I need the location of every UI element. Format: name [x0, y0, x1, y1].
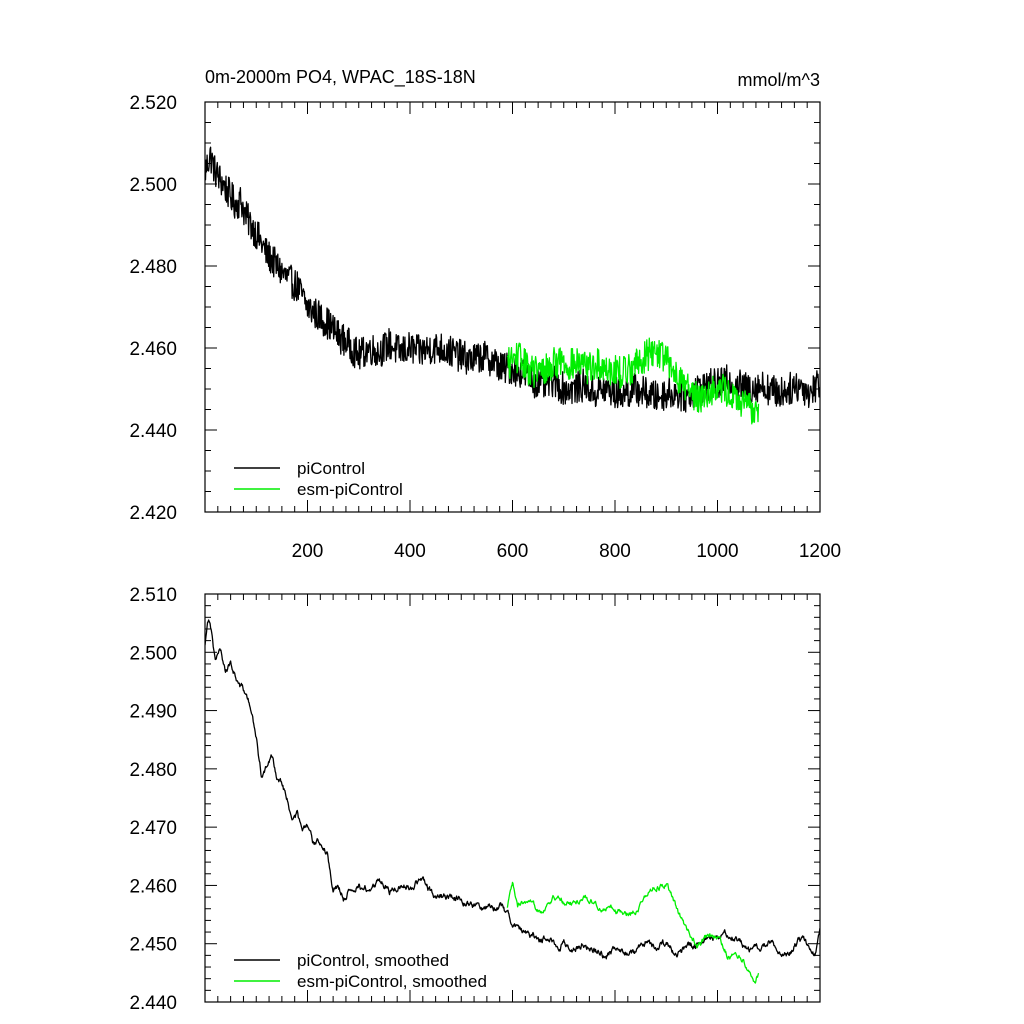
y-tick-label: 2.500 [129, 643, 177, 664]
x-tick-label: 400 [394, 541, 426, 562]
y-tick-label: 2.520 [129, 93, 177, 114]
y-tick-label: 2.510 [129, 585, 177, 606]
bottom-panel: 2.440 2.450 2.460 2.470 2.480 2.490 2.500 2.510… [129, 585, 821, 1014]
x-tick-label: 1200 [799, 541, 841, 562]
y-tick-label: 2.470 [129, 818, 177, 839]
legend-label: esm-piControl [297, 480, 403, 499]
bottom-axis-ticks: 2.440 2.450 2.460 2.470 2.480 2.490 2.500 2.510 [129, 585, 821, 1014]
y-tick-label: 2.460 [129, 339, 177, 360]
legend-label: piControl, smoothed [297, 951, 449, 970]
legend-label: esm-piControl, smoothed [297, 972, 487, 991]
y-tick-label: 2.480 [129, 760, 177, 781]
chart-title: 0m-2000m PO4, WPAC_18S-18N [205, 67, 476, 88]
bottom-plot-frame [204, 593, 821, 1003]
y-tick-label: 2.500 [129, 175, 177, 196]
series-line-picontrol-smoothed [205, 619, 820, 960]
x-tick-label: 200 [292, 541, 324, 562]
legend-label: piControl [297, 459, 365, 478]
bottom-legend: piControl, smoothed esm-piControl, smooth… [234, 951, 487, 991]
x-tick-label: 600 [497, 541, 529, 562]
top-panel: 0m-2000m PO4, WPAC_18S-18N mmol/m^3 2.42… [129, 67, 841, 562]
y-tick-label: 2.440 [129, 993, 177, 1014]
top-axis-ticks: 2.420 2.440 2.460 2.480 2.500 2.520 200 400 600 8… [129, 93, 841, 562]
series-line-picontrol [205, 146, 820, 413]
y-tick-label: 2.420 [129, 503, 177, 524]
y-tick-label: 2.440 [129, 421, 177, 442]
x-tick-label: 800 [599, 541, 631, 562]
y-tick-label: 2.460 [129, 876, 177, 897]
x-tick-label: 1000 [696, 541, 738, 562]
y-tick-label: 2.450 [129, 935, 177, 956]
series-line-esm-picontrol [506, 337, 760, 425]
units-label: mmol/m^3 [738, 70, 820, 90]
bottom-series-group [205, 619, 820, 984]
top-legend: piControl esm-piControl [234, 459, 403, 499]
y-tick-label: 2.490 [129, 702, 177, 723]
top-plot-frame [204, 101, 821, 513]
series-line-esm-picontrol-smoothed [506, 881, 760, 984]
top-series-group [205, 146, 820, 425]
y-tick-label: 2.480 [129, 257, 177, 278]
